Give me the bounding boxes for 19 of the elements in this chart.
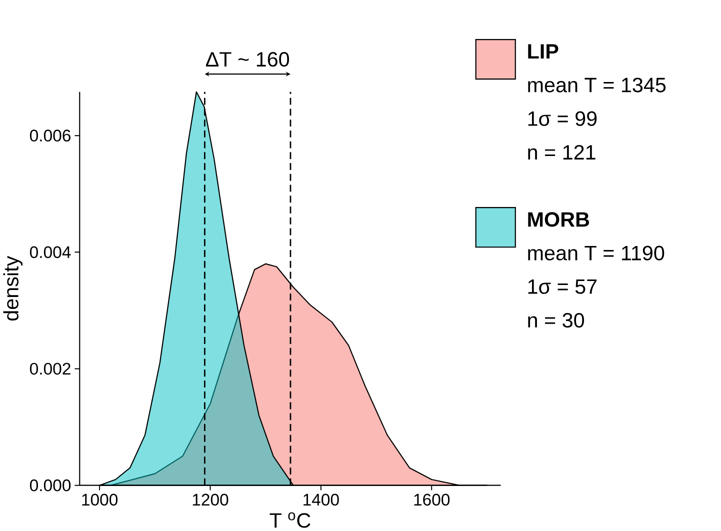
- y-tick-label: 0.000: [30, 479, 71, 492]
- text: 1σ = 57: [528, 279, 597, 294]
- y-tick-label: 0.006: [30, 130, 70, 142]
- text: mean T = 1190: [528, 246, 664, 260]
- legend-label: LIP: [528, 44, 558, 58]
- y-tick-label: 0.004: [30, 246, 71, 258]
- x-axis-title: T $^{o}$C: [270, 512, 310, 528]
- x-tick-label: 1000: [82, 494, 118, 506]
- x-tick-label: 1400: [304, 494, 339, 506]
- y-axis-title: density: [3, 256, 23, 320]
- text: n = 121: [528, 144, 596, 160]
- x-tick-label: 1200: [192, 494, 228, 506]
- text: 1σ = 99: [528, 111, 597, 126]
- text: n = 30: [528, 312, 584, 328]
- text: ΔT ~ 160: [206, 52, 290, 67]
- legend-label: MORB: [528, 212, 590, 227]
- x-tick-label: 1600: [414, 494, 450, 506]
- y-tick-label: 0.002: [30, 362, 70, 375]
- text: mean T = 1345: [528, 78, 666, 92]
